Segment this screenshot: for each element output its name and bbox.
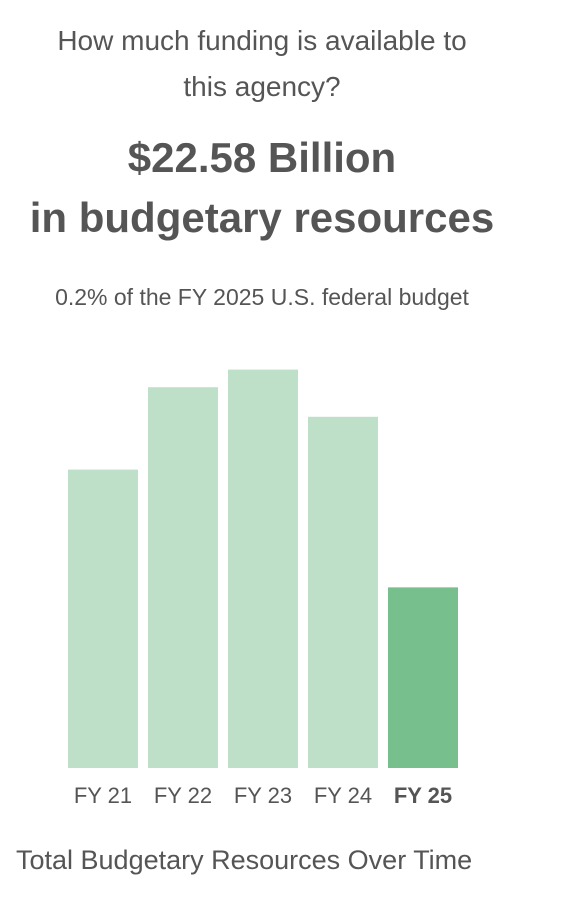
chart-caption: Total Budgetary Resources Over Time bbox=[16, 845, 473, 875]
funding-question: How much funding is available to this ag… bbox=[0, 18, 524, 110]
funding-question-line-1: How much funding is available to bbox=[57, 25, 467, 56]
bar-fy-24[interactable] bbox=[308, 416, 378, 768]
tick-label-fy-22: FY 22 bbox=[154, 783, 212, 808]
federal-budget-share: 0.2% of the FY 2025 U.S. federal budget bbox=[55, 284, 469, 310]
bar-fy-25[interactable] bbox=[388, 587, 458, 768]
budget-amount-label: in budgetary resources bbox=[29, 194, 495, 241]
tick-label-fy-24: FY 24 bbox=[314, 783, 372, 808]
bar-fy-23[interactable] bbox=[228, 369, 298, 768]
bar-fy-22[interactable] bbox=[148, 387, 218, 768]
tick-label-fy-21: FY 21 bbox=[74, 783, 132, 808]
bars-group bbox=[68, 369, 458, 768]
funding-question-line-2: this agency? bbox=[183, 71, 341, 102]
bar-fy-21[interactable] bbox=[68, 469, 138, 768]
x-axis-tick-labels: FY 21 FY 22 FY 23 FY 24 FY 25 bbox=[74, 783, 452, 808]
budget-bar-chart: FY 21 FY 22 FY 23 FY 24 FY 25 bbox=[68, 369, 458, 808]
budget-amount-heading: $22.58 Billion in budgetary resources bbox=[0, 128, 524, 248]
tick-label-fy-25: FY 25 bbox=[394, 783, 452, 808]
tick-label-fy-23: FY 23 bbox=[234, 783, 292, 808]
budget-amount-value: $22.58 Billion bbox=[127, 134, 397, 181]
